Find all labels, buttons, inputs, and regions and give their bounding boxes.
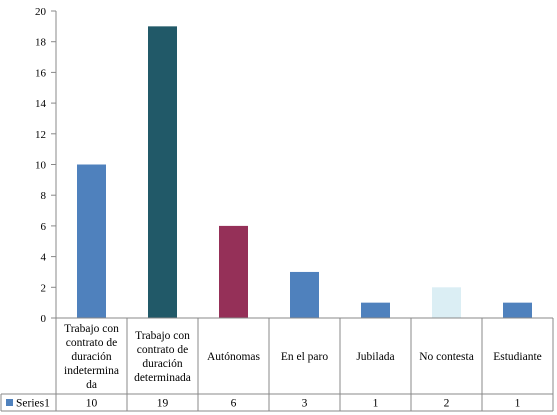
data-table-value: 10 — [86, 398, 98, 410]
category-label: duración — [142, 358, 182, 370]
category-label: contrato de — [137, 344, 188, 356]
y-tick-label: 16 — [35, 67, 47, 79]
bar — [503, 302, 532, 318]
category-label: En el paro — [281, 351, 329, 363]
data-table: Trabajo con contrato de duración indetermin… — [0, 317, 554, 412]
category-label: Autónomas — [207, 351, 261, 363]
category-label: indetermina — [64, 365, 119, 377]
legend-series-label: Series1 — [16, 398, 50, 410]
bar — [148, 26, 177, 318]
y-axis: 0 2 4 6 8 10 12 14 16 18 20 — [35, 6, 57, 325]
y-tick-label: 14 — [35, 98, 47, 110]
data-table-value: 3 — [302, 398, 308, 410]
y-tick-label: 6 — [41, 221, 47, 233]
bar — [361, 302, 390, 318]
y-tick-label: 18 — [35, 37, 47, 49]
data-table-value: 2 — [444, 398, 450, 410]
bar — [219, 225, 248, 318]
bar — [77, 164, 106, 318]
data-table-value: 1 — [373, 398, 379, 410]
category-label: contrato de — [66, 337, 117, 349]
y-tick-label: 0 — [41, 313, 47, 325]
category-label: duración — [71, 351, 111, 363]
bars — [77, 26, 532, 318]
category-label: da — [86, 379, 97, 391]
category-label: Trabajo con — [135, 330, 190, 342]
data-table-value: 1 — [515, 398, 521, 410]
bar — [290, 271, 319, 318]
y-tick-label: 2 — [41, 282, 47, 294]
category-label: determinada — [134, 372, 191, 384]
y-tick-label: 12 — [35, 129, 46, 141]
bar — [432, 287, 461, 318]
data-table-value: 19 — [157, 398, 169, 410]
y-tick-label: 8 — [41, 190, 47, 202]
category-label: Trabajo con — [64, 323, 119, 335]
category-label: Jubilada — [356, 351, 394, 363]
y-tick-label: 20 — [35, 6, 47, 18]
y-tick-label: 10 — [35, 160, 47, 172]
y-tick-label: 4 — [41, 252, 47, 264]
legend-swatch — [6, 399, 13, 406]
category-label: No contesta — [419, 351, 474, 363]
category-label: Estudiante — [493, 351, 542, 363]
data-table-value: 6 — [231, 398, 237, 410]
